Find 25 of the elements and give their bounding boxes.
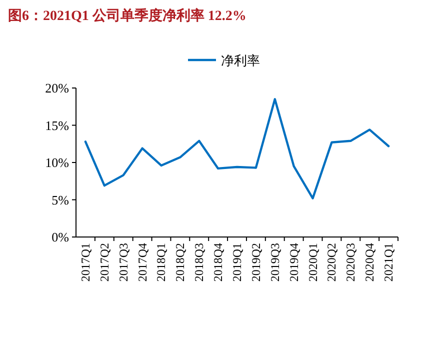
x-tick-label: 2019Q3 (268, 243, 282, 282)
x-tick-label: 2018Q1 (154, 243, 168, 282)
y-tick-label: 0% (52, 230, 70, 245)
x-tick-label: 2018Q2 (173, 243, 188, 282)
x-tick-label: 2020Q2 (324, 243, 339, 282)
y-tick-label: 15% (45, 118, 70, 133)
line-series (84, 98, 390, 200)
y-tick-label: 10% (45, 155, 70, 170)
x-tick-label: 2017Q3 (116, 243, 130, 282)
x-tick-label: 2018Q4 (211, 243, 226, 282)
x-tick-label: 2020Q4 (362, 243, 377, 282)
y-tick-label: 5% (52, 192, 70, 208)
x-tick-label: 2019Q2 (248, 243, 263, 282)
x-tick-label: 2019Q1 (230, 243, 244, 282)
x-tick-label: 2019Q4 (286, 243, 301, 282)
x-tick-label: 2020Q1 (306, 243, 320, 282)
x-tick-label: 2018Q3 (192, 243, 206, 282)
x-tick-label: 2017Q2 (97, 243, 112, 282)
x-tick-label: 2017Q1 (78, 243, 92, 282)
x-tick-label: 2021Q1 (382, 243, 396, 282)
legend-label: 净利率 (221, 53, 260, 68)
chart-title: 图6：2021Q1 公司单季度净利率 12.2% (8, 7, 246, 24)
y-tick-label: 20% (45, 80, 70, 96)
x-tick-label: 2017Q4 (135, 243, 150, 282)
x-tick-label: 2020Q3 (344, 243, 358, 282)
